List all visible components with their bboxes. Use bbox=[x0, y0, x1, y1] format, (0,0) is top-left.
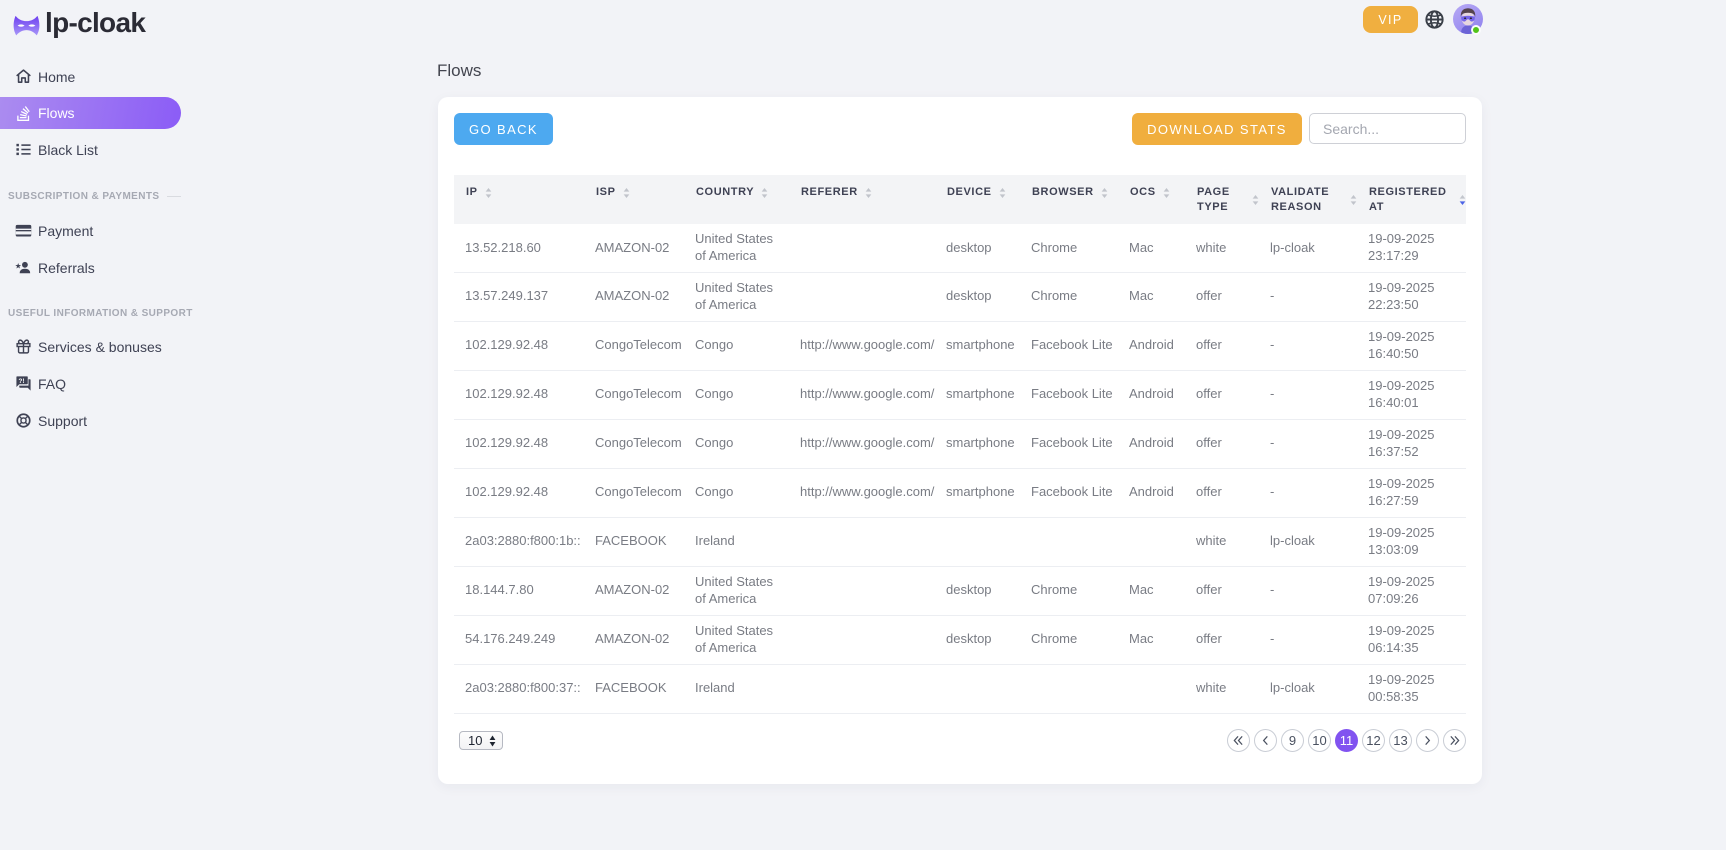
svg-text:?!: ?! bbox=[19, 378, 25, 385]
